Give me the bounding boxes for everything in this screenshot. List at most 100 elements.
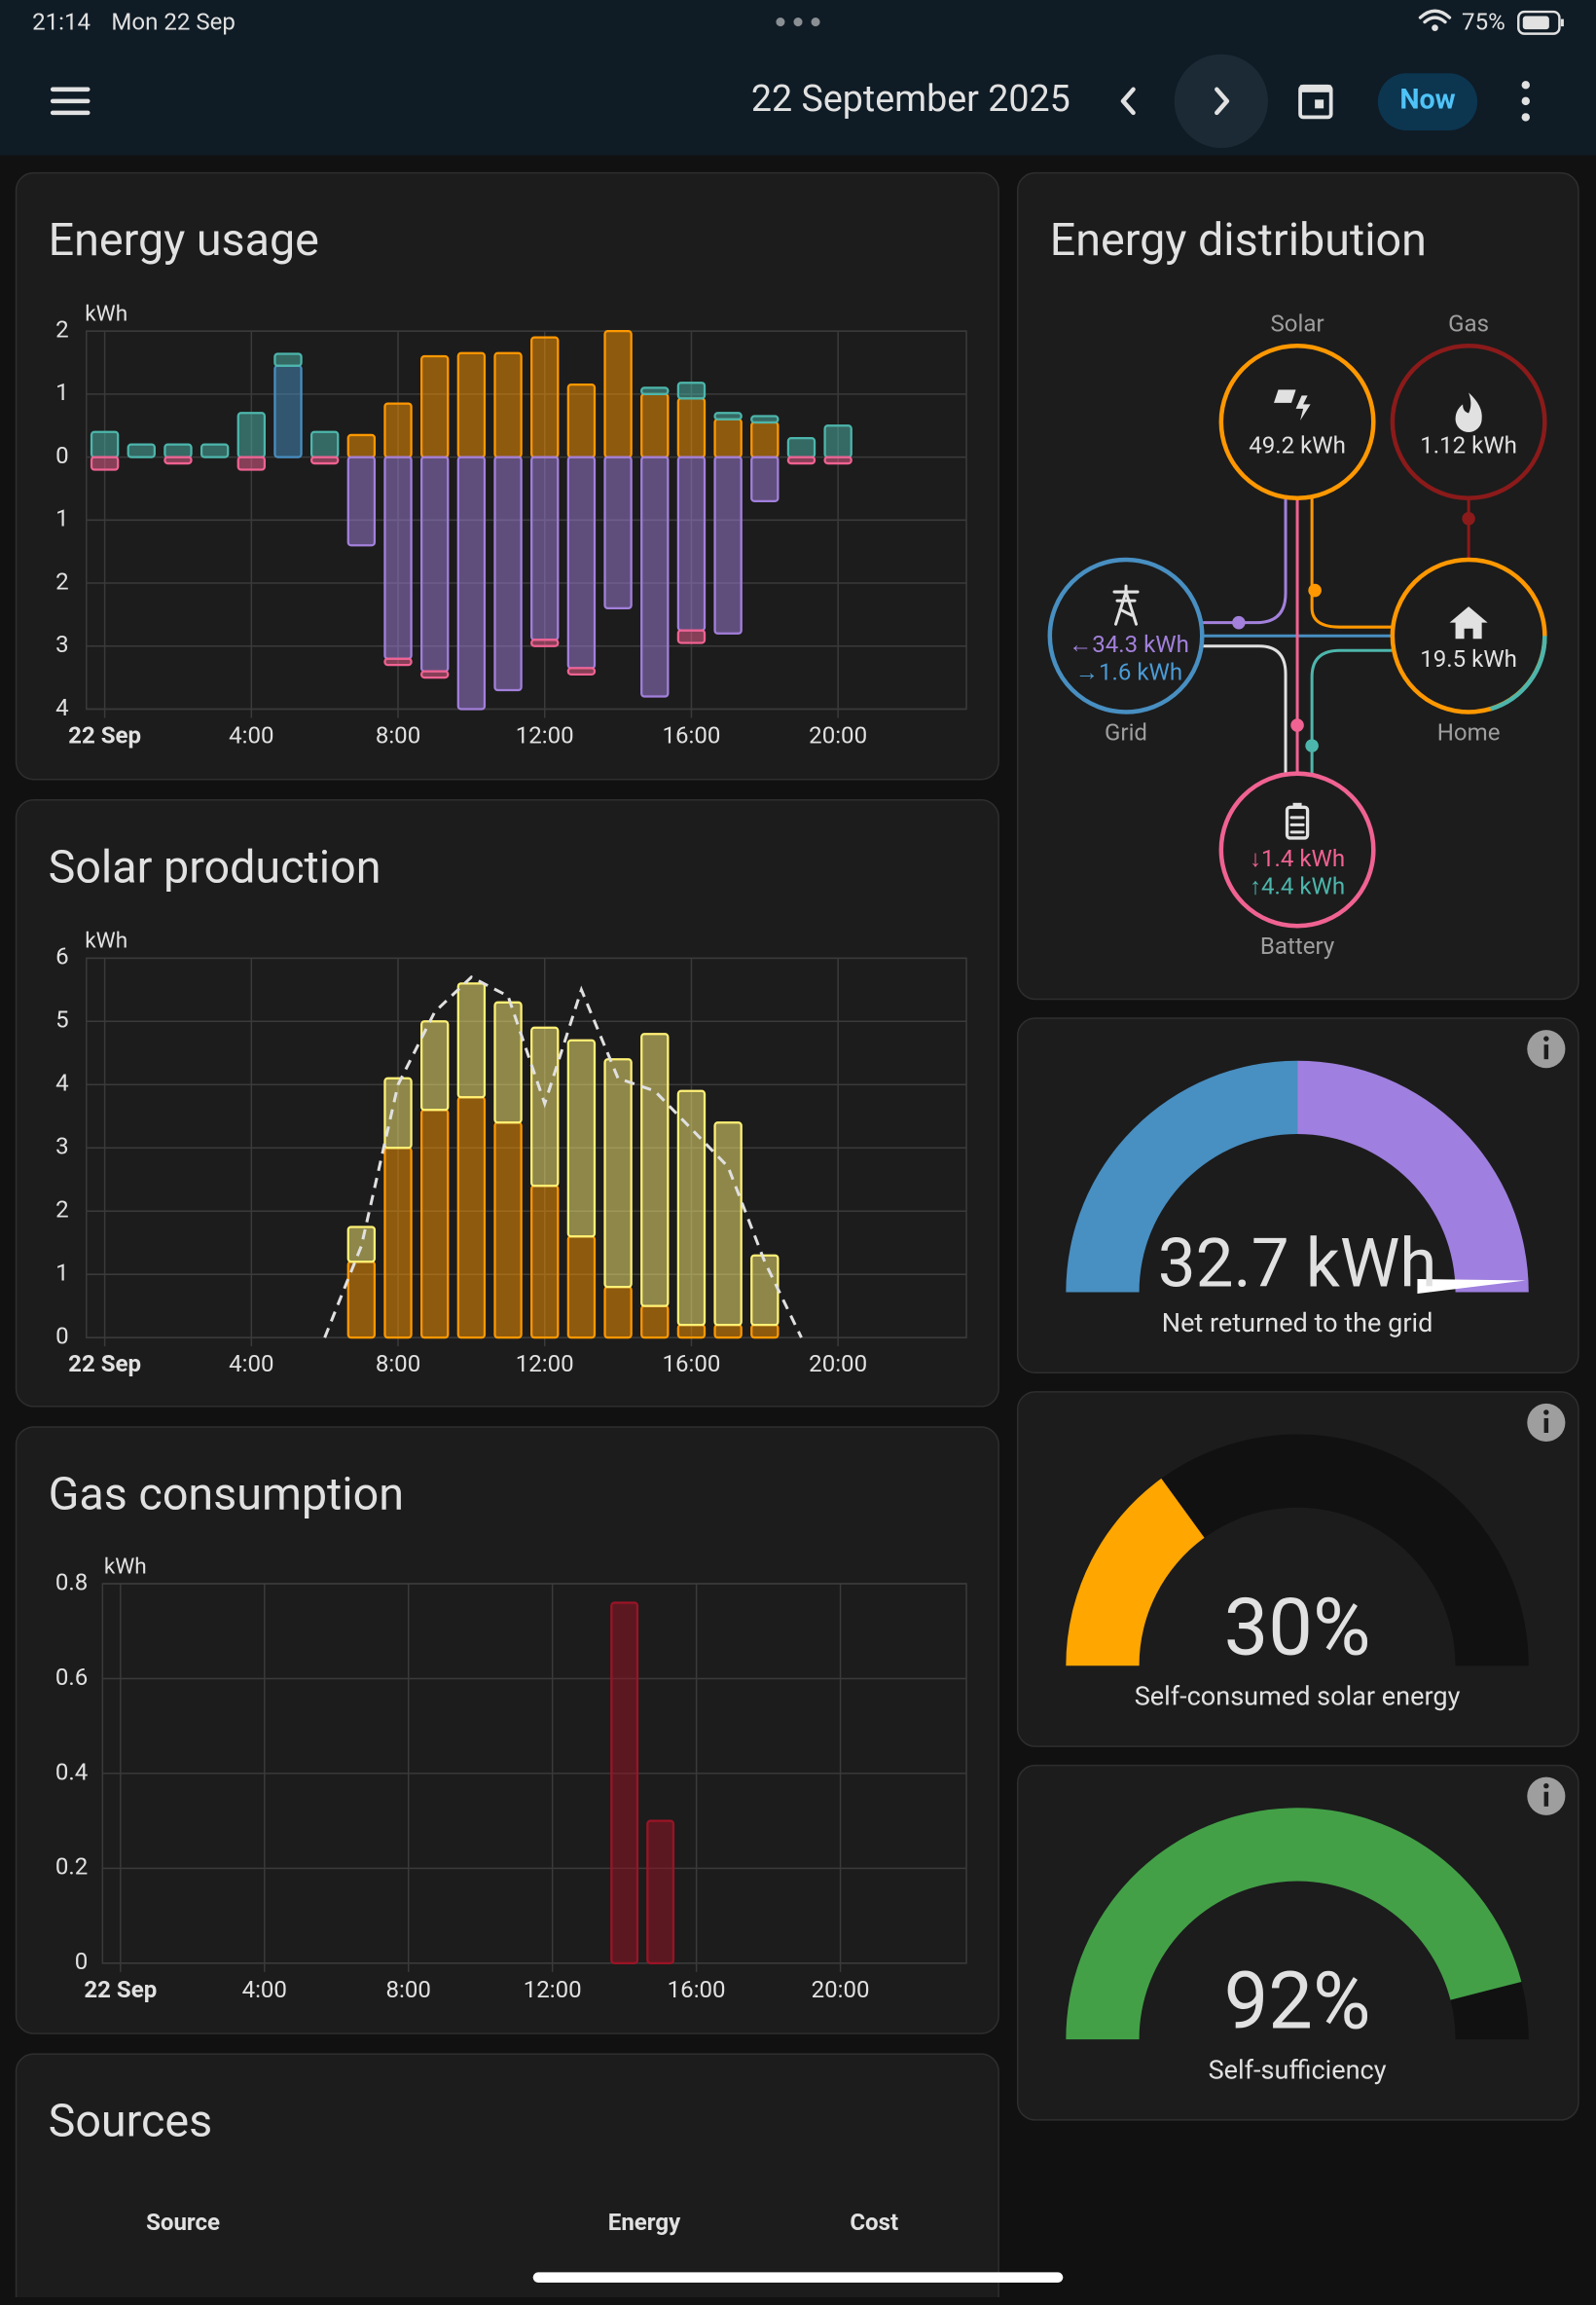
y-tick-label: 1	[55, 505, 69, 532]
calendar-button	[1315, 99, 1324, 109]
card-title: Energy distribution	[1050, 214, 1427, 267]
y-tick-label: 0	[75, 1948, 89, 1975]
grid-icon	[1112, 584, 1140, 626]
now-button[interactable]: Now	[1399, 82, 1455, 115]
bar	[309, 456, 340, 465]
node-label: Solar	[1271, 310, 1324, 337]
bar	[493, 351, 523, 458]
more-button[interactable]	[1521, 113, 1530, 122]
connector	[1310, 648, 1393, 776]
gauge-fill	[1066, 1808, 1522, 2040]
bar	[456, 351, 487, 458]
bar	[603, 330, 633, 458]
gauge-track	[1450, 1981, 1529, 2040]
chart-title: Energy usage	[49, 214, 319, 267]
header-date: 22 September 2025	[751, 78, 1070, 121]
next-button[interactable]	[1174, 54, 1268, 149]
node-circle	[1390, 557, 1547, 714]
bar	[383, 456, 413, 660]
gauge-label: Self-consumed solar energy	[1135, 1681, 1461, 1712]
x-tick-label: 4:00	[229, 721, 273, 749]
bar	[640, 1304, 670, 1339]
status-dot	[811, 18, 820, 27]
node-value: ↑4.4 kWh	[1250, 872, 1345, 899]
axis-unit: kWh	[104, 1553, 147, 1579]
battery-node-icon	[1292, 802, 1302, 808]
bar	[676, 629, 707, 644]
x-tick-label: 20:00	[809, 1350, 867, 1377]
battery-icon	[1517, 10, 1561, 35]
bar	[603, 456, 633, 610]
next-button	[1215, 87, 1230, 116]
bar	[530, 456, 560, 641]
bar	[456, 456, 487, 711]
bar	[566, 667, 597, 677]
x-tick-label: 16:00	[662, 1350, 720, 1377]
bar	[676, 1089, 707, 1327]
node-circle	[1218, 343, 1376, 500]
bar	[676, 397, 707, 458]
y-tick-label: 0.6	[55, 1664, 88, 1691]
node-circle	[1218, 771, 1376, 929]
bar	[383, 1077, 413, 1150]
bar	[566, 384, 597, 458]
y-tick-label: 2	[55, 567, 69, 595]
x-tick-label: 22 Sep	[68, 1350, 141, 1377]
wifi-icon	[1432, 24, 1438, 31]
bar	[786, 456, 816, 465]
bar	[750, 1254, 780, 1327]
bar	[566, 456, 597, 670]
flow-dot	[1232, 615, 1246, 630]
gauge-value: 30%	[1224, 1582, 1371, 1674]
bar	[823, 424, 852, 458]
more-button[interactable]	[1521, 96, 1530, 106]
home-indicator	[532, 2272, 1064, 2283]
info-button	[1543, 1791, 1549, 1807]
forecast-line	[323, 974, 803, 1338]
node-circle	[1490, 636, 1547, 712]
bar	[713, 1324, 743, 1339]
gauge-value: 92%	[1224, 1955, 1371, 2047]
status-dot	[793, 18, 803, 27]
x-tick-label: 16:00	[662, 721, 720, 749]
y-tick-label: 1	[55, 379, 69, 406]
now-button[interactable]	[1377, 73, 1478, 130]
node-value: ↓1.4 kWh	[1250, 845, 1345, 872]
info-button	[1543, 1417, 1549, 1433]
bar	[750, 1324, 780, 1339]
node-label: Grid	[1105, 718, 1147, 746]
solar-icon	[1273, 389, 1311, 421]
y-tick-label: 3	[55, 1133, 69, 1160]
bar	[713, 412, 743, 421]
gas-icon	[1455, 392, 1482, 433]
bar	[676, 382, 707, 400]
x-tick-label: 8:00	[376, 1350, 420, 1377]
flow-dot	[1305, 739, 1319, 752]
y-tick-label: 5	[55, 1006, 69, 1034]
bar	[603, 1286, 633, 1339]
menu-button	[50, 87, 91, 116]
y-tick-label: 0.2	[55, 1853, 88, 1881]
bar	[236, 412, 267, 458]
status-time: 21:14	[32, 8, 91, 35]
x-tick-label: 12:00	[524, 1976, 582, 2003]
bar	[456, 982, 487, 1099]
gauge-fill	[1066, 1478, 1205, 1666]
card	[1016, 1764, 1579, 2121]
axis-unit: kWh	[85, 928, 127, 954]
bar	[383, 657, 413, 667]
previous-button	[1120, 87, 1136, 116]
more-button[interactable]	[1521, 81, 1530, 90]
x-tick-label: 4:00	[229, 1350, 273, 1377]
info-button	[1543, 1044, 1549, 1060]
bar	[713, 1121, 743, 1327]
info-button	[1543, 1036, 1549, 1042]
y-tick-label: 6	[55, 943, 69, 970]
bar	[163, 443, 193, 458]
chart-title: Solar production	[49, 841, 381, 894]
y-tick-label: 0	[55, 1323, 69, 1350]
card	[15, 1426, 999, 2034]
flow-dot	[1462, 512, 1475, 526]
